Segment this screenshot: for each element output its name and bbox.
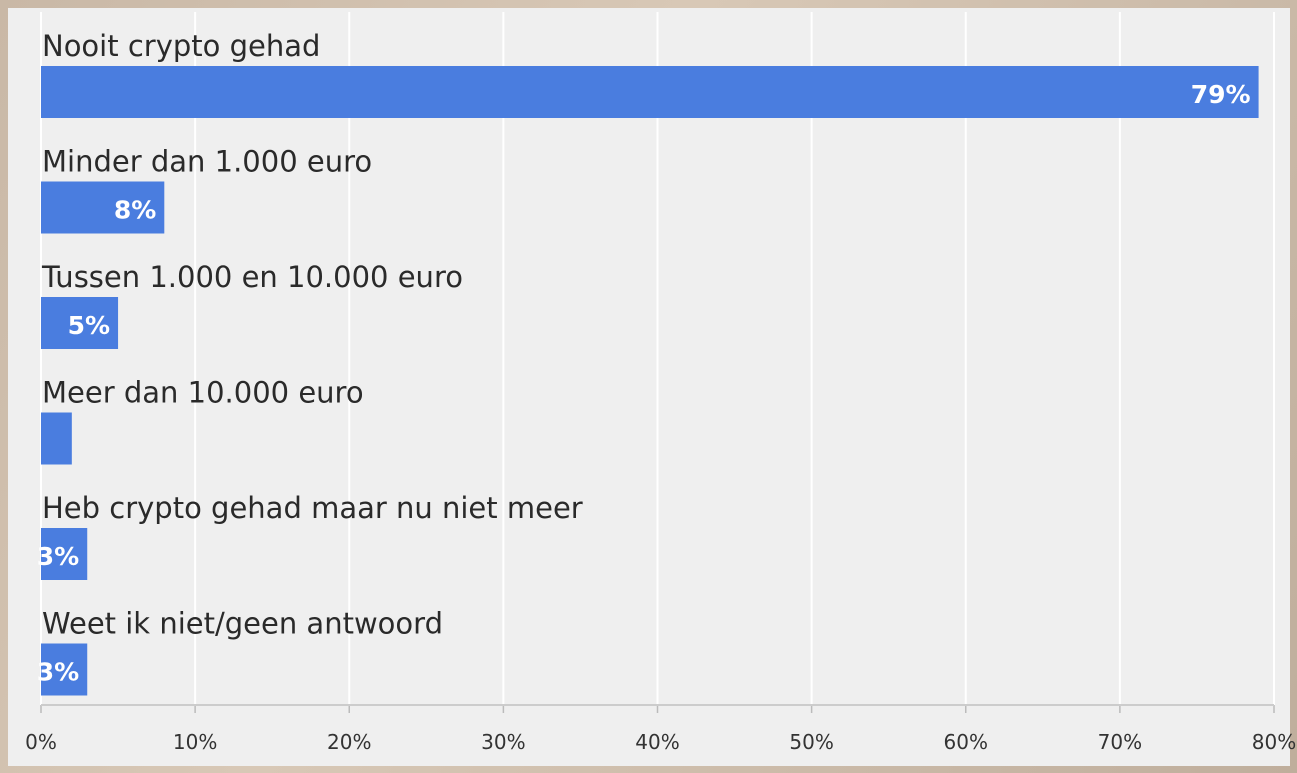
x-tick-label: 0% [25, 730, 57, 754]
category-label: Heb crypto gehad maar nu niet meer [42, 491, 583, 525]
x-tick-label: 20% [327, 730, 371, 754]
bar [41, 412, 72, 465]
category-label: Meer dan 10.000 euro [42, 376, 364, 410]
x-tick-label: 10% [173, 730, 217, 754]
value-label: 79% [1191, 80, 1251, 109]
value-label: 5% [68, 311, 110, 340]
category-label: Weet ik niet/geen antwoord [42, 607, 443, 641]
x-tick-label: 40% [635, 730, 679, 754]
x-tick-label: 80% [1252, 730, 1296, 754]
bar [41, 66, 1259, 118]
category-label: Nooit crypto gehad [42, 29, 320, 63]
category-label: Minder dan 1.000 euro [42, 145, 372, 179]
plot-background [8, 8, 1290, 766]
bar [41, 528, 88, 580]
bar [41, 643, 88, 696]
x-tick-label: 70% [1098, 730, 1142, 754]
value-label: 3% [37, 658, 79, 687]
x-tick-label: 60% [944, 730, 988, 754]
x-tick-label: 30% [481, 730, 525, 754]
bar [41, 297, 119, 349]
x-tick-label: 50% [789, 730, 833, 754]
value-label: 3% [37, 542, 79, 571]
category-label: Tussen 1.000 en 10.000 euro [41, 260, 463, 294]
bar [41, 181, 165, 234]
value-label: 8% [114, 196, 156, 225]
